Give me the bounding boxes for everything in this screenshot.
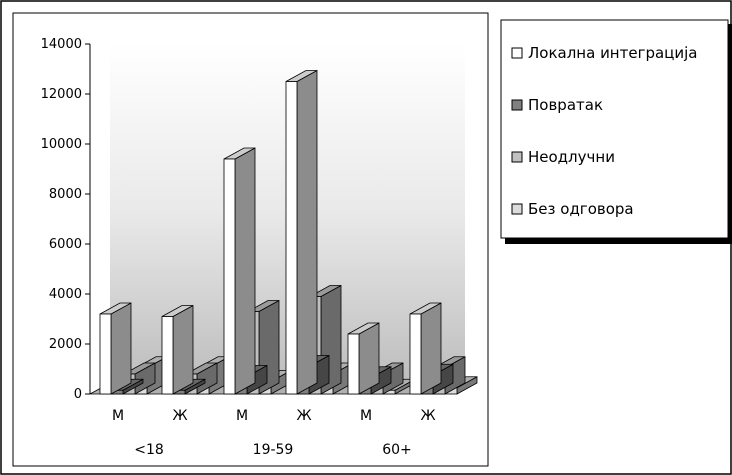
x-tick-label: Ж (172, 408, 187, 424)
bar (223, 147, 256, 395)
y-tick-label: 10000 (41, 137, 82, 152)
legend-entry: Неодлучни (511, 148, 615, 166)
x-tick-label: Ж (420, 408, 435, 424)
legend-swatch (511, 99, 523, 111)
bar (347, 322, 380, 395)
legend-swatch (511, 151, 523, 163)
plot-area-border (12, 12, 489, 467)
bar (409, 302, 442, 395)
group-labels: <18 19-59 60+ (134, 442, 412, 458)
group-label: <18 (134, 442, 164, 458)
legend-swatch (511, 47, 523, 59)
y-tick-label: 14000 (41, 37, 82, 52)
bar (161, 304, 194, 395)
legend-entry: Локална интеграција (511, 44, 698, 62)
legend-swatch (511, 203, 523, 215)
y-tick-label: 2000 (49, 337, 82, 352)
x-tick-label: Ж (296, 408, 311, 424)
legend-label: Повратак (528, 96, 603, 114)
y-tick-label: 8000 (49, 187, 82, 202)
legend-label: Неодлучни (528, 148, 615, 166)
y-tick-label: 0 (74, 387, 82, 402)
legend-label: Локална интеграција (528, 44, 698, 62)
group-label: 60+ (382, 442, 412, 458)
legend: Локална интеграција Повратак Неодлучни Без … (500, 19, 732, 244)
legend-entry: Без одговора (511, 200, 634, 218)
group-label: 19-59 (253, 442, 294, 458)
y-tick-label: 12000 (41, 87, 82, 102)
y-ticks: 0 2000 4000 6000 8000 10000 12000 14000 (41, 37, 90, 402)
x-tick-label: М (360, 408, 372, 424)
legend-entry: Повратак (511, 96, 603, 114)
legend-box (500, 19, 729, 239)
legend-label: Без одговора (528, 200, 634, 218)
bar (99, 302, 132, 395)
y-tick-label: 4000 (49, 287, 82, 302)
bars (99, 69, 478, 395)
x-tick-label: М (112, 408, 124, 424)
y-tick-label: 6000 (49, 237, 82, 252)
x-tick-label: М (236, 408, 248, 424)
bar (285, 69, 318, 395)
